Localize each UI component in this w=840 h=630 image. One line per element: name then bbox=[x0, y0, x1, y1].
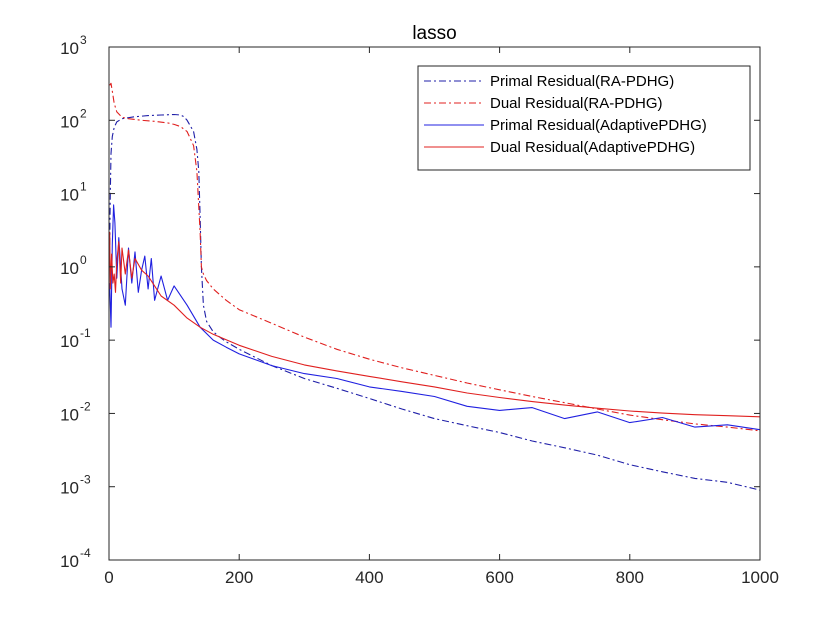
y-tick-exponent: 1 bbox=[80, 180, 87, 194]
legend-box bbox=[417, 65, 751, 171]
legend-label: Dual Residual(RA-PDHG) bbox=[490, 95, 663, 112]
axes-box bbox=[108, 46, 761, 561]
y-tick-exponent: -2 bbox=[80, 399, 91, 413]
y-tick-exponent: -4 bbox=[80, 546, 91, 560]
y-tick-label: 10 bbox=[60, 479, 79, 498]
series-line-1 bbox=[109, 113, 761, 491]
legend-label: Dual Residual(AdaptivePDHG) bbox=[490, 139, 695, 156]
y-tick-exponent: -1 bbox=[80, 326, 91, 340]
series-layer bbox=[109, 82, 761, 491]
legend-label: Primal Residual(RA-PDHG) bbox=[490, 73, 674, 90]
y-tick-label: 10 bbox=[60, 332, 79, 351]
y-tick-exponent: -3 bbox=[80, 473, 91, 487]
y-tick-exponent: 3 bbox=[80, 33, 87, 47]
x-tick-label: 200 bbox=[225, 568, 253, 587]
y-tick-label: 10 bbox=[60, 405, 79, 424]
y-tick-label: 10 bbox=[60, 186, 79, 205]
y-tick-label: 10 bbox=[60, 552, 79, 571]
y-tick-label: 10 bbox=[60, 259, 79, 278]
x-tick-label: 1000 bbox=[741, 568, 779, 587]
legend: Primal Residual(RA-PDHG) Dual Residual(RA… bbox=[417, 65, 751, 171]
x-tick-label: 400 bbox=[355, 568, 383, 587]
y-tick-exponent: 0 bbox=[80, 253, 87, 267]
chart-title: lasso bbox=[412, 23, 456, 44]
x-tick-label: 800 bbox=[616, 568, 644, 587]
y-tick-label: 10 bbox=[60, 39, 79, 58]
y-tick-exponent: 2 bbox=[80, 106, 87, 120]
x-tick-label: 600 bbox=[485, 568, 513, 587]
series-line-4 bbox=[109, 231, 761, 418]
series-line-2 bbox=[109, 82, 761, 432]
x-tick-label: 0 bbox=[104, 568, 113, 587]
y-tick-label: 10 bbox=[60, 112, 79, 131]
series-line-3 bbox=[109, 204, 761, 431]
legend-label: Primal Residual(AdaptivePDHG) bbox=[490, 117, 707, 134]
